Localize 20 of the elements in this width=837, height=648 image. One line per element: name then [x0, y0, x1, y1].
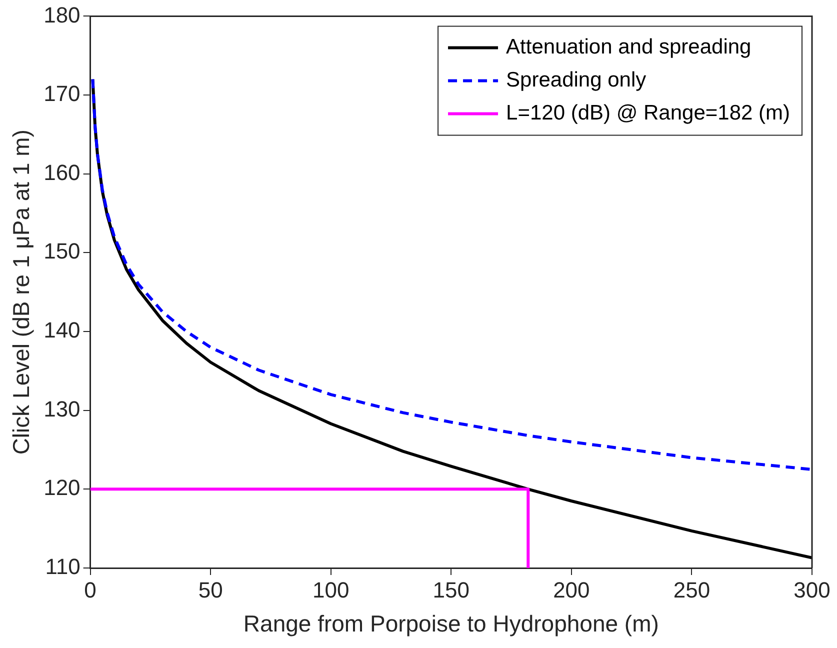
- y-tick-label: 170: [44, 81, 80, 106]
- x-tick-label: 50: [198, 577, 223, 602]
- y-tick-label: 130: [44, 396, 80, 422]
- x-tick-label: 150: [432, 577, 470, 602]
- y-tick-label: 150: [44, 238, 80, 264]
- legend-label: Attenuation and spreading: [506, 35, 752, 58]
- x-axis-title: Range from Porpoise to Hydrophone (m): [243, 610, 659, 637]
- x-tick-label: 200: [553, 577, 590, 602]
- x-tick-label: 300: [794, 577, 830, 602]
- y-tick-label: 110: [45, 554, 80, 580]
- x-tick-label: 100: [312, 577, 350, 602]
- x-tick-label: 0: [84, 577, 96, 602]
- legend-label: Spreading only: [506, 68, 647, 92]
- y-tick-label: 160: [44, 160, 80, 185]
- y-tick-label: 180: [44, 2, 80, 28]
- x-tick-label: 250: [673, 577, 710, 602]
- y-tick-label: 140: [44, 318, 80, 343]
- y-axis-title: Click Level (dB re 1 μPa at 1 m): [8, 130, 34, 455]
- legend-label: L=120 (dB) @ Range=182 (m): [506, 101, 790, 124]
- y-tick-label: 120: [44, 475, 80, 500]
